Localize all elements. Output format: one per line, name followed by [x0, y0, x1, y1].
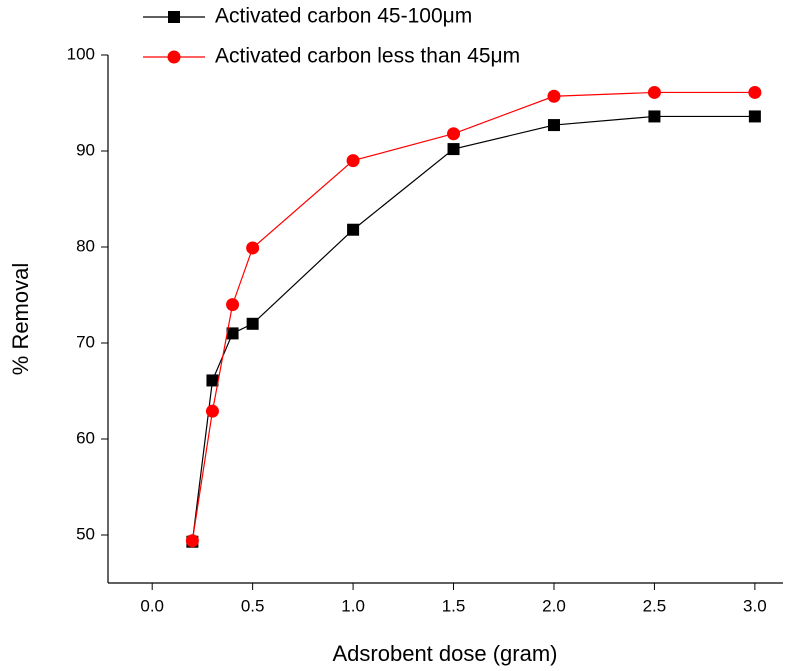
y-tick-label: 60	[76, 428, 95, 447]
series-line	[191, 115, 755, 542]
x-tick-label: 1.0	[341, 596, 365, 615]
marker	[447, 127, 461, 141]
marker	[547, 89, 561, 103]
marker	[748, 110, 761, 123]
marker	[447, 143, 460, 156]
legend-label: Activated carbon less than 45μm	[215, 45, 520, 68]
marker	[185, 534, 199, 548]
series-line	[191, 91, 755, 541]
x-tick-label: 1.5	[442, 596, 466, 615]
y-axis-label: % Removal	[8, 263, 33, 375]
y-tick-label: 50	[76, 524, 95, 543]
marker	[347, 223, 360, 236]
y-tick-label: 100	[67, 44, 95, 63]
marker	[647, 85, 661, 99]
marker	[226, 327, 239, 340]
marker	[246, 241, 260, 255]
x-tick-label: 0.0	[140, 596, 164, 615]
x-tick-label: 2.0	[542, 596, 566, 615]
marker	[167, 50, 181, 64]
marker	[346, 154, 360, 168]
y-tick-label: 70	[76, 332, 95, 351]
marker	[226, 298, 240, 312]
y-tick-label: 80	[76, 236, 95, 255]
x-tick-label: 3.0	[743, 596, 767, 615]
marker	[206, 374, 219, 387]
x-tick-label: 0.5	[241, 596, 265, 615]
y-tick-label: 90	[76, 140, 95, 159]
x-tick-label: 2.5	[643, 596, 667, 615]
marker	[748, 85, 762, 99]
marker	[547, 119, 560, 132]
legend-label: Activated carbon 45-100μm	[215, 5, 472, 28]
marker	[168, 11, 180, 23]
marker	[246, 317, 259, 330]
marker	[205, 404, 219, 418]
x-axis-label: Adsrobent dose (gram)	[333, 641, 558, 666]
marker	[648, 110, 661, 123]
